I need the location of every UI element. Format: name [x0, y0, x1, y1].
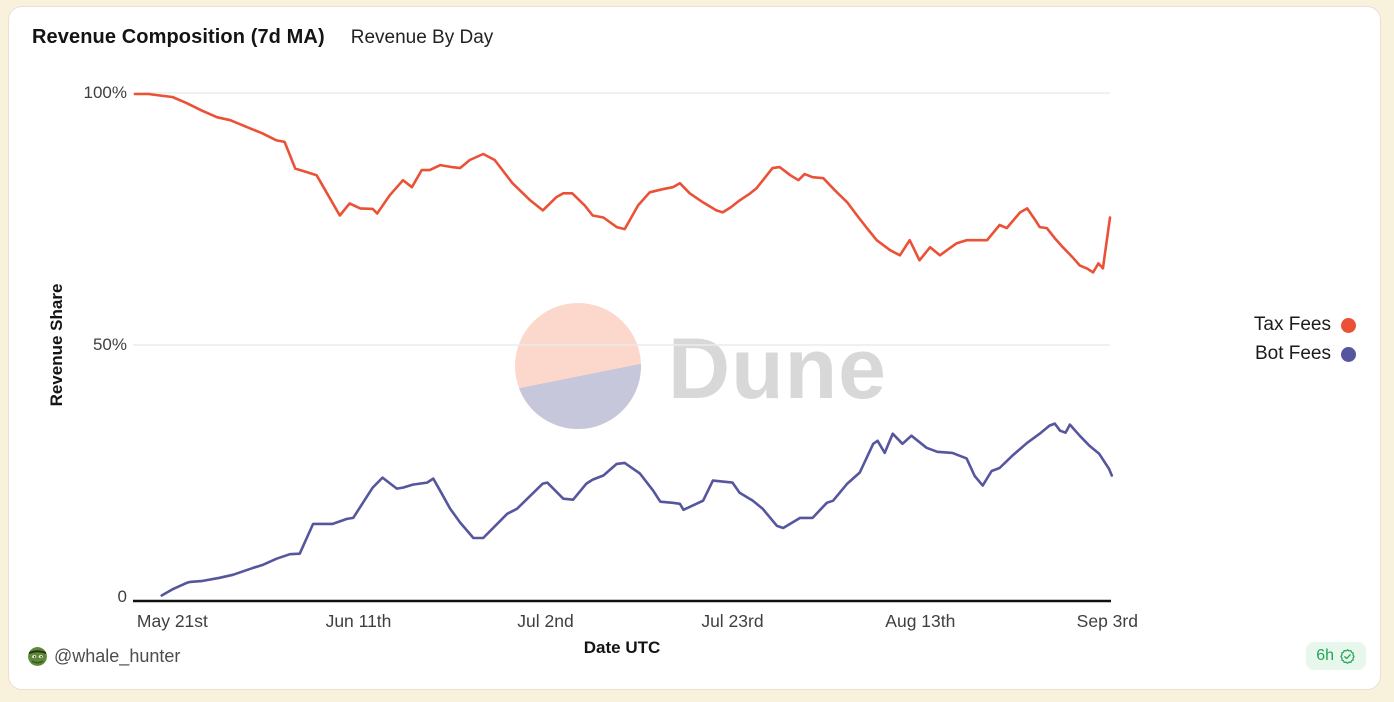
- legend-item-tax-fees[interactable]: Tax Fees: [1254, 314, 1356, 336]
- refresh-age-badge[interactable]: 6h: [1306, 642, 1366, 670]
- verified-check-icon: [1340, 648, 1355, 664]
- legend-label-bot-fees: Bot Fees: [1254, 343, 1331, 364]
- watermark-pie-bottom: [519, 363, 641, 430]
- chart-subtitle: Revenue By Day: [350, 27, 494, 48]
- legend-dot-bot-fees: [1341, 346, 1356, 362]
- chart-title: Revenue Composition (7d MA): [32, 26, 325, 48]
- chart-card: [8, 6, 1381, 690]
- watermark-text: Dune: [668, 321, 887, 417]
- chart-header: Revenue Composition (7d MA) Revenue By D…: [32, 26, 493, 49]
- legend-label-tax-fees: Tax Fees: [1253, 314, 1331, 335]
- x-axis-title: Date UTC: [583, 638, 661, 657]
- chart-legend: Tax Fees Bot Fees: [1254, 314, 1356, 365]
- gridlines: [133, 92, 1110, 346]
- legend-item-bot-fees[interactable]: Bot Fees: [1255, 343, 1356, 365]
- author-link[interactable]: @whale_hunter: [28, 646, 180, 667]
- legend-dot-tax-fees: [1341, 317, 1356, 333]
- tax-fees-line: [133, 92, 1112, 274]
- refresh-age-text: 6h: [1316, 647, 1334, 664]
- author-handle: @whale_hunter: [54, 646, 181, 666]
- bot-fees-line: [160, 422, 1114, 597]
- dune-watermark: Dune: [515, 303, 887, 430]
- y-axis-title: Revenue Share: [47, 283, 66, 407]
- author-avatar: [28, 647, 47, 666]
